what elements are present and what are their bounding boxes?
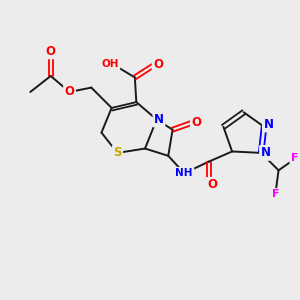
Text: OH: OH [101,59,119,69]
Text: O: O [46,45,56,58]
Text: N: N [260,146,271,159]
Text: S: S [113,146,122,159]
Text: O: O [64,85,74,98]
Text: N: N [263,118,273,131]
Text: N: N [154,113,164,126]
Text: F: F [291,153,298,163]
Text: NH: NH [176,168,193,178]
Text: O: O [191,116,201,129]
Text: O: O [207,178,218,191]
Text: O: O [153,58,163,71]
Text: F: F [272,189,279,200]
